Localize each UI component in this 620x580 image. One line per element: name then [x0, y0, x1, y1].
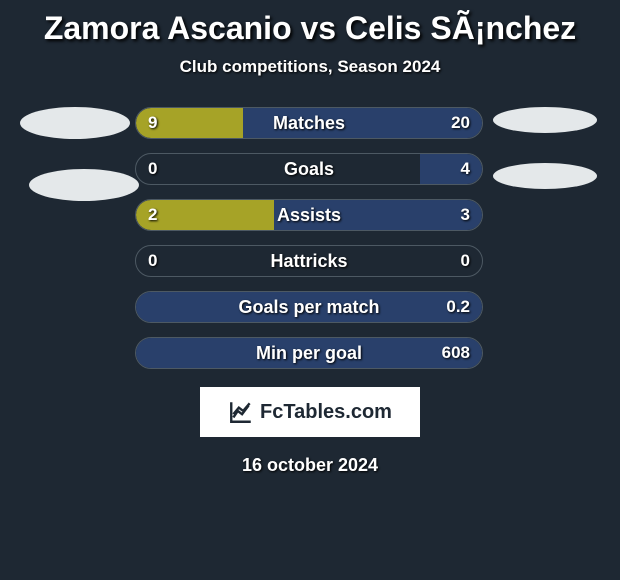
stat-value-right: 0.2	[446, 297, 470, 317]
page-subtitle: Club competitions, Season 2024	[180, 57, 441, 77]
stat-row: 0Goals4	[135, 153, 483, 185]
stats-bars: 9Matches200Goals42Assists30Hattricks0Goa…	[135, 107, 485, 369]
stat-label: Assists	[136, 205, 482, 226]
stat-label: Matches	[136, 113, 482, 134]
stat-label: Min per goal	[136, 343, 482, 364]
left-player-avatar-placeholder	[20, 107, 130, 139]
right-player-club-placeholder	[493, 163, 597, 189]
chart-line-icon	[228, 399, 254, 425]
left-player-club-placeholder	[29, 169, 139, 201]
date-text: 16 october 2024	[242, 455, 378, 476]
stat-row: 0Hattricks0	[135, 245, 483, 277]
stat-row: Min per goal608	[135, 337, 483, 369]
stat-value-right: 3	[461, 205, 470, 225]
stat-row: Goals per match0.2	[135, 291, 483, 323]
page-title: Zamora Ascanio vs Celis SÃ¡nchez	[44, 10, 576, 47]
stat-value-right: 0	[461, 251, 470, 271]
stat-label: Goals per match	[136, 297, 482, 318]
badge-text: FcTables.com	[260, 401, 392, 424]
stat-row: 9Matches20	[135, 107, 483, 139]
chart-area: 9Matches200Goals42Assists30Hattricks0Goa…	[0, 107, 620, 369]
stat-label: Hattricks	[136, 251, 482, 272]
stat-label: Goals	[136, 159, 482, 180]
stat-value-right: 608	[442, 343, 470, 363]
stat-value-right: 4	[461, 159, 470, 179]
stat-value-right: 20	[451, 113, 470, 133]
left-player-col	[15, 107, 135, 201]
stat-row: 2Assists3	[135, 199, 483, 231]
right-player-col	[485, 107, 605, 189]
right-player-avatar-placeholder	[493, 107, 597, 133]
source-badge: FcTables.com	[200, 387, 420, 437]
